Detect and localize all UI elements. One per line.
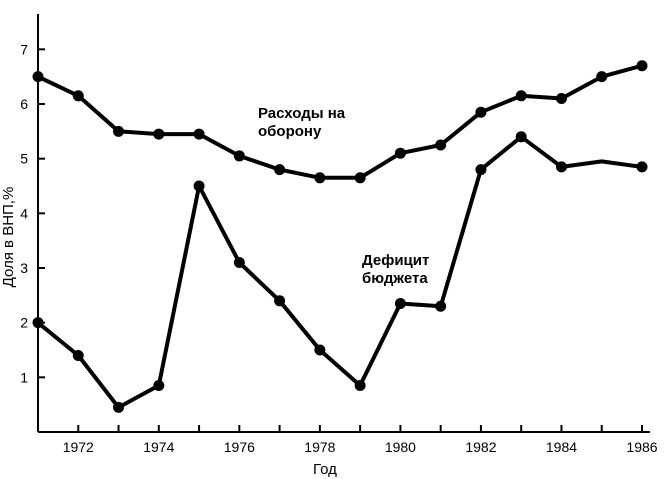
- series-label-defense: Расходы на оборону: [258, 105, 349, 140]
- data-point: [72, 90, 84, 102]
- data-point: [435, 300, 447, 312]
- data-point: [193, 180, 205, 192]
- x-tick-label: 1976: [224, 439, 255, 455]
- x-tick-label: 1974: [143, 439, 174, 455]
- x-tick-label: 1980: [385, 439, 416, 455]
- x-tick-label: 1972: [63, 439, 94, 455]
- data-point: [636, 161, 648, 173]
- data-point: [113, 401, 125, 413]
- y-axis-ticks: 1 2 3 4 5 6 7: [20, 41, 45, 385]
- series-label-deficit: Дефицит бюджета: [362, 252, 434, 287]
- x-tick-label: 1982: [465, 439, 496, 455]
- data-point: [193, 128, 205, 140]
- data-point: [475, 106, 487, 118]
- data-point: [515, 90, 527, 102]
- series-label-deficit-line-1: Дефицит: [362, 252, 429, 269]
- data-point: [435, 139, 447, 151]
- y-tick-label: 5: [20, 151, 28, 167]
- x-tick-label: 1984: [546, 439, 577, 455]
- axes: [37, 14, 650, 433]
- data-point: [354, 172, 366, 184]
- data-point: [72, 349, 84, 361]
- series-label-deficit-line-2: бюджета: [362, 270, 428, 287]
- series-line-1: [36, 63, 644, 180]
- data-point: [274, 164, 286, 176]
- series-layer: [32, 60, 648, 413]
- data-point: [274, 295, 286, 307]
- series-line-2: [36, 134, 644, 410]
- data-point: [153, 128, 165, 140]
- data-point: [394, 298, 406, 310]
- data-point: [32, 317, 44, 329]
- data-point: [596, 71, 608, 83]
- data-point: [153, 380, 165, 392]
- data-point: [314, 172, 326, 184]
- data-point: [636, 60, 648, 72]
- data-point: [515, 131, 527, 143]
- data-point: [475, 164, 487, 176]
- y-axis-title: Доля в ВНП,%: [0, 187, 17, 288]
- data-point: [314, 344, 326, 356]
- data-point: [233, 150, 245, 162]
- data-point: [555, 161, 567, 173]
- data-point: [555, 93, 567, 105]
- y-tick-label: 3: [20, 260, 28, 276]
- data-point: [354, 380, 366, 392]
- y-tick-label: 6: [20, 96, 28, 112]
- x-axis-ticks: 1972 1974 1976 1978 1980 1982 1984 1986: [37, 425, 658, 455]
- series-label-defense-line-1: Расходы на: [258, 105, 346, 122]
- x-tick-label: 1986: [626, 439, 657, 455]
- y-tick-label: 1: [20, 369, 28, 385]
- x-tick-label: 1978: [304, 439, 335, 455]
- x-axis-title: Год: [313, 461, 337, 478]
- data-point: [113, 125, 125, 137]
- y-tick-label: 2: [20, 315, 28, 331]
- y-tick-label: 7: [20, 41, 28, 57]
- series-label-defense-line-2: оборону: [258, 123, 322, 140]
- data-point: [394, 147, 406, 159]
- data-point: [32, 71, 44, 83]
- data-point: [233, 257, 245, 269]
- y-tick-label: 4: [20, 205, 28, 221]
